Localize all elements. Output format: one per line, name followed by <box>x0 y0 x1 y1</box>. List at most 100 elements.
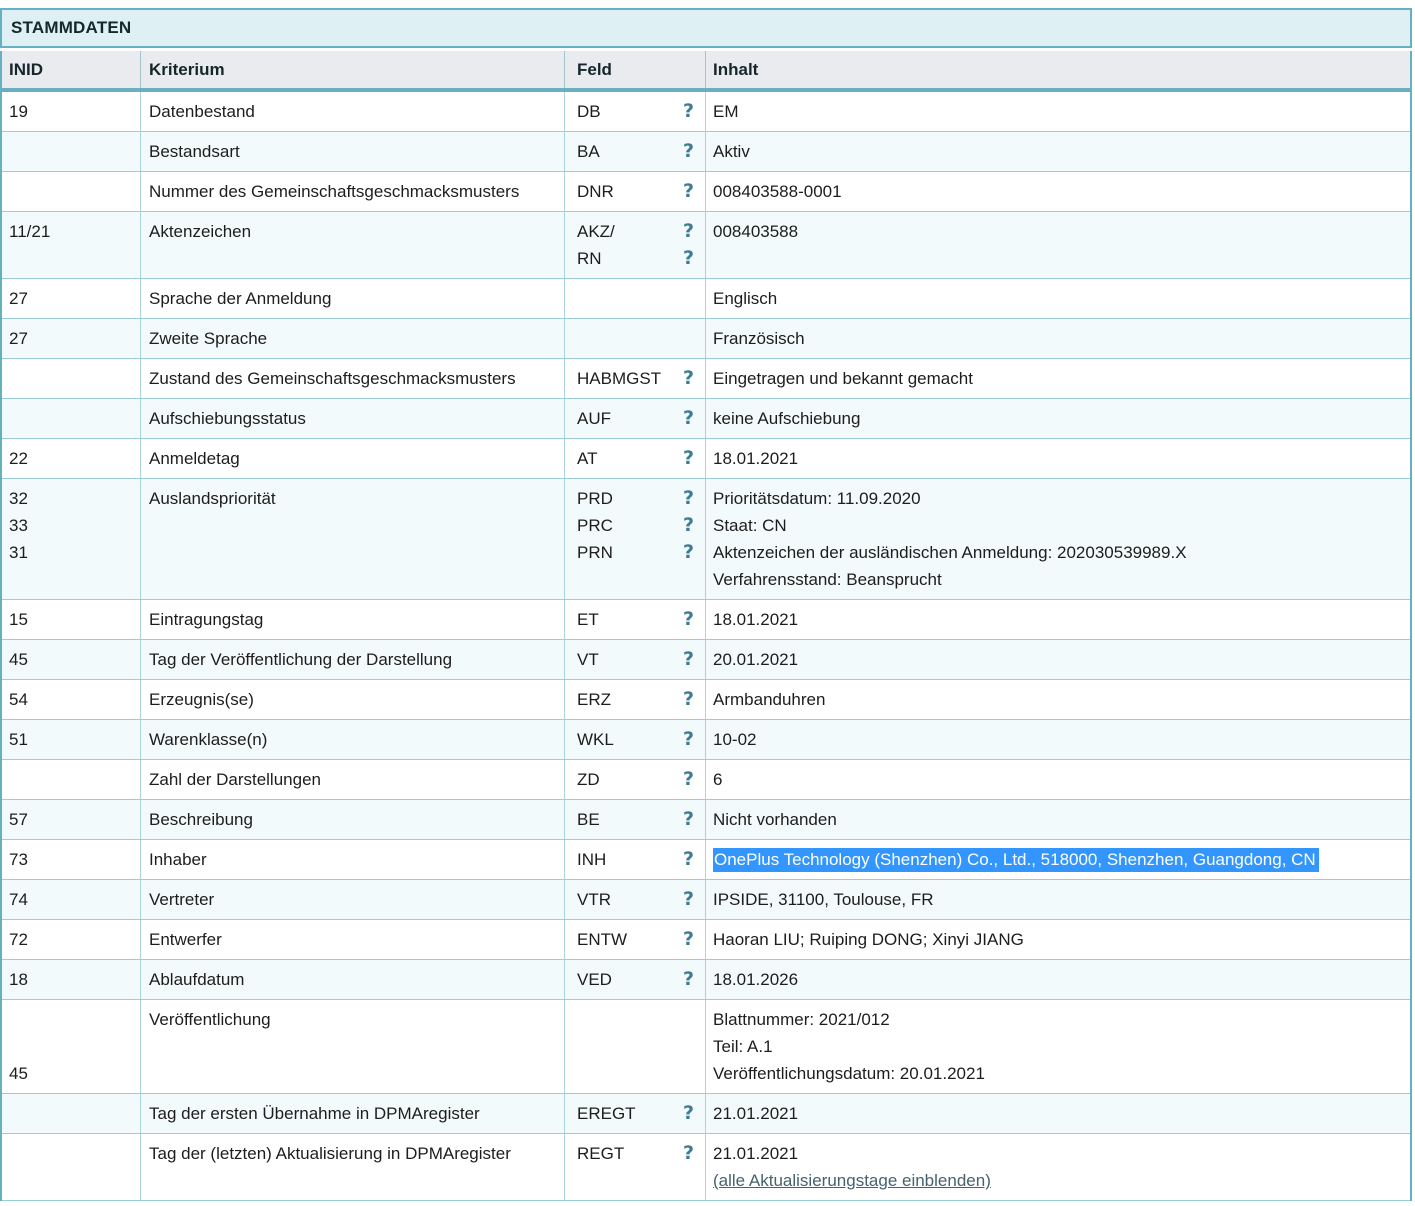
feld-cell: AUF? <box>565 399 706 438</box>
inhalt-text: 18.01.2026 <box>713 970 799 989</box>
feld-code: VT <box>577 650 599 669</box>
selection-highlight: OnePlus Technology (Shenzhen) Co., Ltd.,… <box>713 848 1319 872</box>
help-icon[interactable]: ? <box>682 728 694 750</box>
inhalt-text: 008403588-0001 <box>713 182 842 201</box>
feld-code: AT <box>577 449 598 468</box>
inhalt-cell: 21.01.2021 (alle Aktualisierungstage einb… <box>706 1134 1410 1200</box>
stammdaten-table: INID Kriterium Feld Inhalt 19 Datenbestan… <box>0 51 1412 1201</box>
kriterium-cell: Datenbestand <box>141 92 565 131</box>
feld-cell: DNR? <box>565 172 706 211</box>
feld-code: EREGT <box>577 1104 636 1123</box>
inid-cell <box>2 1134 141 1200</box>
help-icon[interactable]: ? <box>682 447 694 469</box>
inhalt-cell: Eingetragen und bekannt gemacht <box>706 359 1410 398</box>
table-row: Aufschiebungsstatus AUF? keine Aufschiebun… <box>2 399 1410 439</box>
kriterium-cell: Beschreibung <box>141 800 565 839</box>
help-icon[interactable]: ? <box>682 768 694 790</box>
help-icon[interactable]: ? <box>682 514 694 536</box>
feld-code: INH <box>577 850 607 869</box>
table-row: 54 Erzeugnis(se) ERZ? Armbanduhren <box>2 680 1410 720</box>
feld-code: ET <box>577 610 599 629</box>
kriterium-cell: Ablaufdatum <box>141 960 565 999</box>
table-row: 27 Sprache der Anmeldung Englisch <box>2 279 1410 319</box>
inid-cell <box>2 172 141 211</box>
inhalt-cell: keine Aufschiebung <box>706 399 1410 438</box>
inhalt-text: 20.01.2021 <box>713 650 799 669</box>
page-title: STAMMDATEN <box>11 18 132 37</box>
help-icon[interactable]: ? <box>682 608 694 630</box>
inid-cell: 15 <box>2 600 141 639</box>
inid-cell: 73 <box>2 840 141 879</box>
inhalt-text: keine Aufschiebung <box>713 409 861 428</box>
inhalt-cell: 008403588-0001 <box>706 172 1410 211</box>
help-icon[interactable]: ? <box>682 220 694 242</box>
feld-cell: ERZ? <box>565 680 706 719</box>
table-row: Bestandsart BA? Aktiv <box>2 132 1410 172</box>
inhalt-cell: Französisch <box>706 319 1410 358</box>
help-icon[interactable]: ? <box>682 808 694 830</box>
inhalt-text: Verfahrensstand: Beansprucht <box>713 570 942 589</box>
help-icon[interactable]: ? <box>682 888 694 910</box>
table-row: Tag der (letzten) Aktualisierung in DPMA… <box>2 1134 1410 1201</box>
inhalt-text: Armbanduhren <box>713 690 826 709</box>
show-all-updates-link[interactable]: (alle Aktualisierungstage einblenden) <box>713 1171 991 1190</box>
help-icon[interactable]: ? <box>682 968 694 990</box>
feld-code: VED <box>577 970 612 989</box>
inhalt-text: Haoran LIU; Ruiping DONG; Xinyi JIANG <box>713 930 1024 949</box>
table-row: 32 33 31 Auslandspriorität PRD PRC PRN??? P… <box>2 479 1410 600</box>
inid-cell: 11/21 <box>2 212 141 278</box>
kriterium-cell: Tag der (letzten) Aktualisierung in DPMA… <box>141 1134 565 1200</box>
inhalt-text: Staat: CN <box>713 516 787 535</box>
feld-code: ENTW <box>577 930 628 949</box>
table-row: 27 Zweite Sprache Französisch <box>2 319 1410 359</box>
help-icon[interactable]: ? <box>682 1102 694 1124</box>
help-icon[interactable]: ? <box>682 648 694 670</box>
feld-cell: VT? <box>565 640 706 679</box>
inhalt-cell: Prioritätsdatum: 11.09.2020 Staat: CN Akte… <box>706 479 1410 599</box>
help-icon[interactable]: ? <box>682 407 694 429</box>
inhalt-cell: OnePlus Technology (Shenzhen) Co., Ltd.,… <box>706 840 1410 879</box>
help-icon[interactable]: ? <box>682 928 694 950</box>
column-header-kriterium: Kriterium <box>141 51 565 88</box>
help-icon[interactable]: ? <box>682 848 694 870</box>
feld-cell: WKL? <box>565 720 706 759</box>
kriterium-cell: Anmeldetag <box>141 439 565 478</box>
table-row: 11/21 Aktenzeichen AKZ/ RN?? 008403588 <box>2 212 1410 279</box>
kriterium-cell: Vertreter <box>141 880 565 919</box>
feld-cell: REGT? <box>565 1134 706 1200</box>
inid-cell: 27 <box>2 279 141 318</box>
help-icon[interactable]: ? <box>682 367 694 389</box>
kriterium-cell: Zweite Sprache <box>141 319 565 358</box>
feld-code: DNR <box>577 182 614 201</box>
table-row: 45 Veröffentlichung Blattnummer: 2021/012 T… <box>2 1000 1410 1094</box>
inhalt-text: Veröffentlichungsdatum: 20.01.2021 <box>713 1064 985 1083</box>
kriterium-cell: Sprache der Anmeldung <box>141 279 565 318</box>
inid-cell: 27 <box>2 319 141 358</box>
table-row: Tag der ersten Übernahme in DPMAregister… <box>2 1094 1410 1134</box>
inhalt-cell: Blattnummer: 2021/012 Teil: A.1 Veröffentl… <box>706 1000 1410 1093</box>
help-icon[interactable]: ? <box>682 100 694 122</box>
feld-code <box>565 1006 577 1087</box>
help-icon[interactable]: ? <box>682 487 694 509</box>
inid-cell: 54 <box>2 680 141 719</box>
kriterium-cell: Zahl der Darstellungen <box>141 760 565 799</box>
table-row: 73 Inhaber INH? OnePlus Technology (Shenzhe… <box>2 840 1410 880</box>
help-icon[interactable]: ? <box>682 247 694 269</box>
table-row: Zahl der Darstellungen ZD? 6 <box>2 760 1410 800</box>
help-icon[interactable]: ? <box>682 541 694 563</box>
help-icon[interactable]: ? <box>682 1142 694 1164</box>
kriterium-cell: Bestandsart <box>141 132 565 171</box>
feld-code: ZD <box>577 770 600 789</box>
inid-cell <box>2 359 141 398</box>
help-icon[interactable]: ? <box>682 180 694 202</box>
help-icon[interactable]: ? <box>682 688 694 710</box>
inhalt-cell: 18.01.2021 <box>706 600 1410 639</box>
inhalt-cell: 6 <box>706 760 1410 799</box>
kriterium-cell: Inhaber <box>141 840 565 879</box>
table-row: 57 Beschreibung BE? Nicht vorhanden <box>2 800 1410 840</box>
feld-cell: INH? <box>565 840 706 879</box>
inhalt-cell: 21.01.2021 <box>706 1094 1410 1133</box>
feld-code: REGT <box>577 1144 625 1163</box>
help-icon[interactable]: ? <box>682 140 694 162</box>
inhalt-cell: 20.01.2021 <box>706 640 1410 679</box>
